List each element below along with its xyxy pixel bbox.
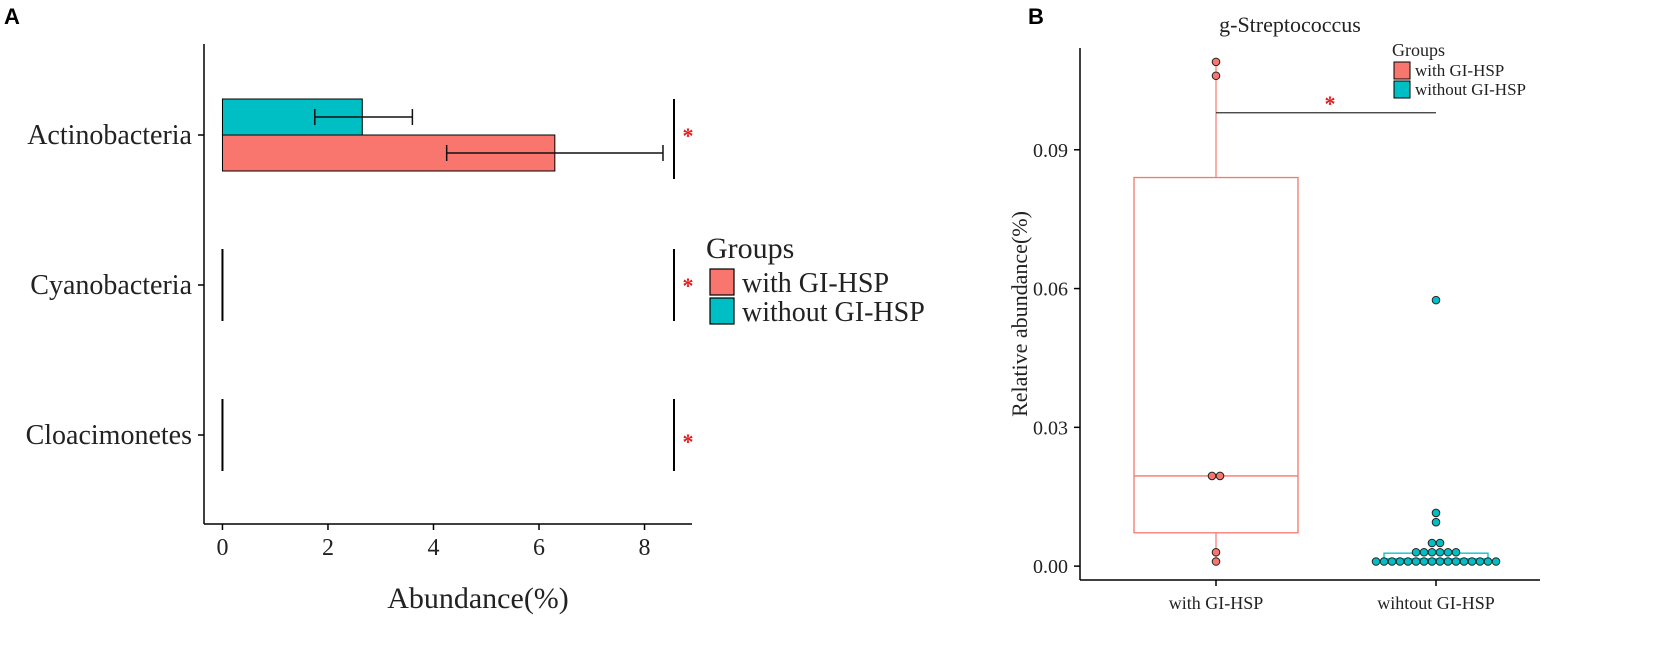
panel-b-boxes: * [1133,57,1501,566]
y-tick-label: Cloacimonetes [26,420,192,451]
data-point [1419,557,1429,566]
x-tick-label: with GI-HSP [1169,593,1264,613]
data-point [1411,557,1421,566]
data-point [1371,557,1381,566]
data-point [1431,517,1441,527]
data-point [1451,547,1461,557]
data-point [1207,471,1217,481]
data-point [1387,557,1397,566]
data-point [1431,295,1441,305]
significance-star: * [683,429,694,454]
x-tick-label: 6 [533,535,545,561]
data-point [1211,71,1221,81]
data-point [1431,508,1441,518]
data-point [1403,557,1413,566]
legend-swatch [709,297,735,325]
box-iqr [1133,176,1299,534]
legend-title: Groups [1392,40,1445,60]
y-tick-label: 0.09 [1033,140,1068,162]
data-point [1411,547,1421,557]
panel-a: A 0 2 4 6 8 Abundance(%) Actinobacteria Cyanoba… [4,4,925,615]
legend-label: with GI-HSP [742,268,889,299]
data-point [1435,557,1445,566]
legend-swatch [1393,80,1411,99]
x-axis-title: Abundance(%) [387,582,569,615]
legend-swatch [1393,61,1411,80]
legend-title: Groups [706,232,794,265]
panel-a-axes: 0 2 4 6 8 Abundance(%) Actinobacteria Cyanobact… [26,44,692,615]
significance-star: * [1325,91,1336,116]
panel-b: B 0.00 0.03 0.06 0.09 Relative abundance(%) g… [1007,4,1540,613]
data-point [1211,557,1221,566]
x-tick-label: 4 [427,535,439,561]
data-point [1435,538,1445,548]
data-point [1427,557,1437,566]
x-tick-label: 2 [322,535,334,561]
significance-star: * [683,273,694,298]
chart-title: g-Streptococcus [1219,12,1361,37]
legend-swatch [709,268,735,296]
data-point [1443,547,1453,557]
significance-star: * [683,123,694,148]
legend-label: without GI-HSP [1415,80,1526,99]
x-tick-label: wihtout GI-HSP [1377,593,1495,613]
data-point [1451,557,1461,566]
y-tick-label: Actinobacteria [27,120,192,151]
y-tick-label: 0.03 [1033,417,1068,439]
data-point [1483,557,1493,566]
data-point [1459,557,1469,566]
y-axis-title: Relative abundance(%) [1007,211,1032,417]
y-tick-label: 0.06 [1033,279,1068,301]
panel-a-bars: * * * [221,98,694,471]
legend-label: with GI-HSP [1415,61,1504,80]
data-point [1427,538,1437,548]
data-point [1427,547,1437,557]
legend-label: without GI-HSP [742,297,925,328]
x-tick-label: 8 [639,535,651,561]
data-point [1211,57,1221,67]
data-point [1435,547,1445,557]
x-tick-label: 0 [216,535,228,561]
data-point [1443,557,1453,566]
data-point [1419,547,1429,557]
data-point [1491,557,1501,566]
y-tick-label: Cyanobacteria [30,270,192,301]
data-point [1475,557,1485,566]
data-point [1211,547,1221,557]
panel-a-letter: A [4,4,20,29]
y-tick-label: 0.00 [1033,556,1068,578]
panel-b-axes: 0.00 0.03 0.06 0.09 Relative abundance(%) g-S… [1007,12,1540,613]
panel-b-letter: B [1028,4,1044,29]
data-point [1467,557,1477,566]
data-point [1395,557,1405,566]
data-point [1379,557,1389,566]
data-point [1215,471,1225,481]
